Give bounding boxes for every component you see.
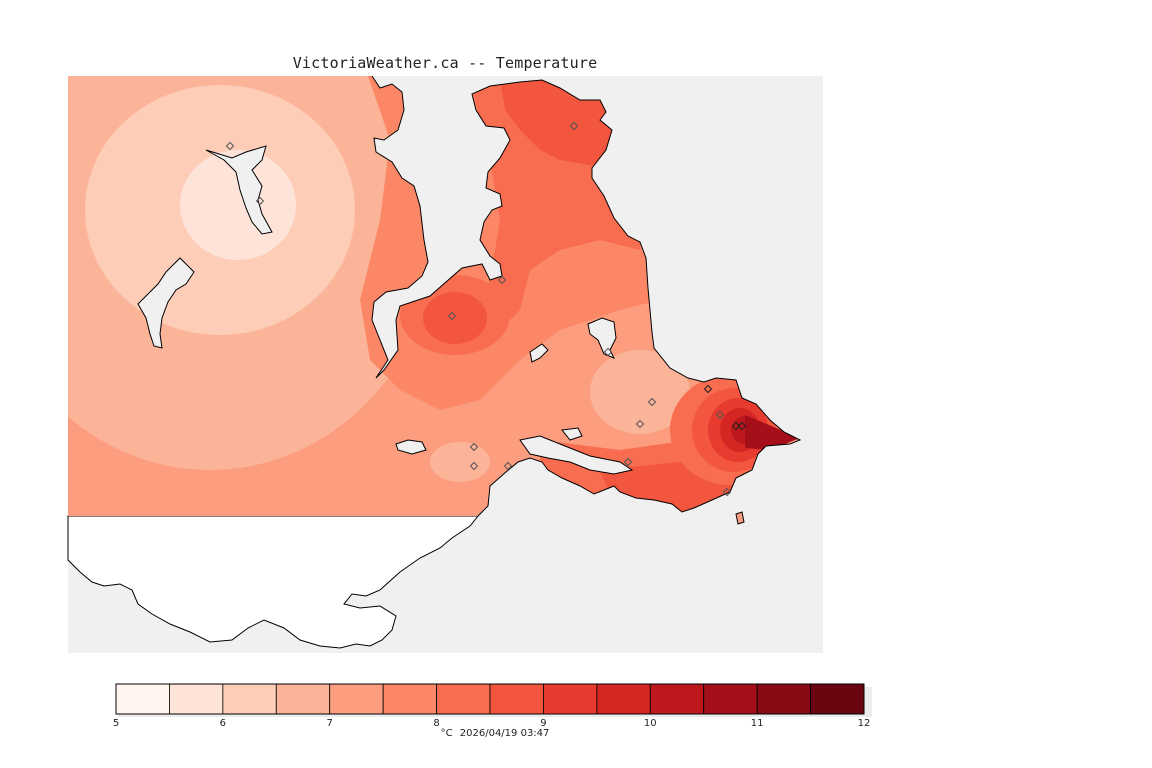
legend-tick-label: 5 <box>113 718 119 729</box>
legend-bin-0 <box>115 683 170 715</box>
legend-tick-label: 6 <box>220 718 226 729</box>
station-marker[interactable] <box>623 457 633 467</box>
legend-bin-6 <box>436 683 491 715</box>
legend-bin-2 <box>222 683 277 715</box>
lake-small <box>529 343 549 363</box>
inlet-esquimalt <box>519 435 634 475</box>
station-marker[interactable] <box>722 487 732 497</box>
lake-north <box>205 145 273 235</box>
inlet-victoria <box>561 427 583 441</box>
station-marker[interactable] <box>503 461 513 471</box>
legend-tick-label: 9 <box>540 718 546 729</box>
legend-bin-3 <box>275 683 331 715</box>
map-title: VictoriaWeather.ca -- Temperature <box>292 54 598 72</box>
legend-tick-label: 8 <box>433 718 439 729</box>
legend-bin-10 <box>649 683 705 715</box>
legend-bin-7 <box>489 683 544 715</box>
station-marker[interactable] <box>447 311 457 321</box>
station-marker[interactable] <box>469 442 479 452</box>
legend-tick-label: 10 <box>644 718 657 729</box>
legend-bin-4 <box>329 683 384 715</box>
legend-bin-9 <box>596 683 651 715</box>
legend-bin-1 <box>169 683 224 715</box>
station-marker[interactable] <box>715 410 725 420</box>
olympic-peninsula <box>67 515 480 649</box>
legend-tick-label: 12 <box>858 718 871 729</box>
lake-sooke <box>395 439 427 455</box>
station-markers <box>225 121 747 497</box>
legend-bin-8 <box>543 683 598 715</box>
station-marker[interactable] <box>731 421 741 431</box>
legend-tick-label: 7 <box>327 718 333 729</box>
station-marker[interactable] <box>603 347 613 357</box>
station-marker[interactable] <box>497 275 507 285</box>
station-marker[interactable] <box>703 384 713 394</box>
legend-footer: °C 2026/04/19 03:47 <box>330 728 660 739</box>
legend-tick-label: 11 <box>751 718 764 729</box>
station-marker[interactable] <box>647 397 657 407</box>
legend-timestamp: 2026/04/19 03:47 <box>459 728 550 739</box>
lake-saanich <box>587 317 617 359</box>
station-marker[interactable] <box>469 461 479 471</box>
station-marker[interactable] <box>737 421 747 431</box>
legend-bin-13 <box>810 683 865 715</box>
station-marker[interactable] <box>225 141 235 151</box>
legend-bin-12 <box>756 683 811 715</box>
legend-unit: °C <box>440 728 453 739</box>
island-small <box>735 511 745 525</box>
coastline-east <box>371 75 802 517</box>
station-marker[interactable] <box>569 121 579 131</box>
legend-bin-11 <box>703 683 758 715</box>
station-marker[interactable] <box>255 196 265 206</box>
lake-west <box>137 257 195 349</box>
legend-bin-5 <box>382 683 437 715</box>
station-marker[interactable] <box>635 419 645 429</box>
